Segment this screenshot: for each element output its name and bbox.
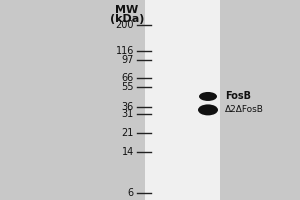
Text: 55: 55 [122,82,134,92]
Ellipse shape [199,92,217,101]
Text: 116: 116 [116,46,134,56]
Ellipse shape [198,104,218,115]
Text: 6: 6 [128,188,134,198]
Text: FosB: FosB [225,91,251,101]
Text: 97: 97 [122,55,134,65]
Bar [145,0,220,200]
Text: (kDa): (kDa) [110,14,144,24]
Text: 14: 14 [122,147,134,157]
Text: 31: 31 [122,109,134,119]
Text: 21: 21 [122,128,134,138]
Text: 200: 200 [116,20,134,30]
Text: 36: 36 [122,102,134,112]
Text: 66: 66 [122,73,134,83]
Text: MW: MW [116,5,139,15]
Text: Δ2ΔFosB: Δ2ΔFosB [225,105,264,114]
